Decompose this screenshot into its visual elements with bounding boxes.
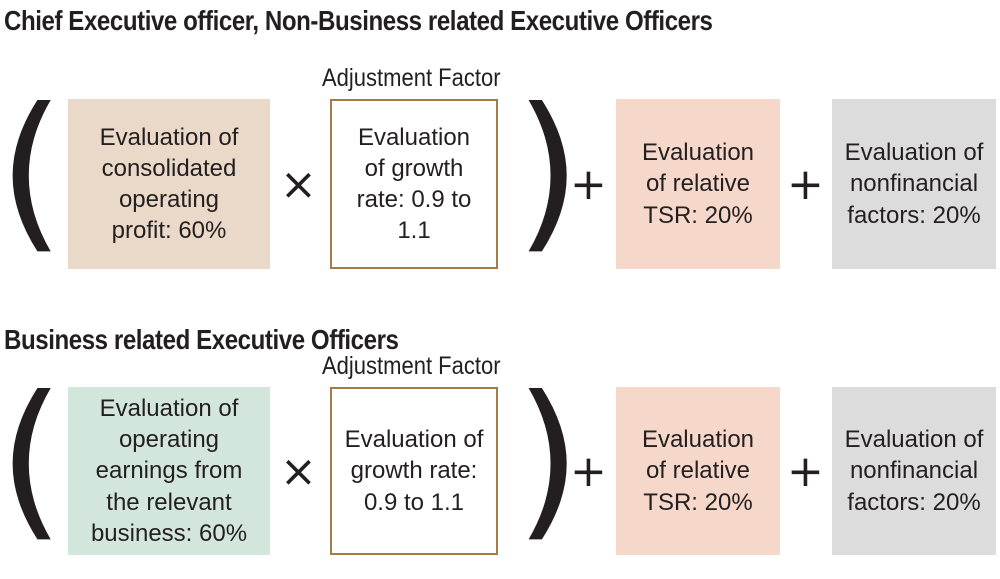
- nonfinancial-factors-text: Evaluation of nonfinancial factors: 20%: [844, 426, 984, 516]
- plus-sign: +: [570, 159, 607, 210]
- growth-rate-adjustment-text: Evaluation of growth rate: 0.9 to 1.1: [344, 426, 484, 516]
- relative-tsr-text: Evaluation of relative TSR: 20%: [641, 426, 755, 516]
- growth-rate-adjustment-box: Evaluation of growth rate: 0.9 to 1.1: [330, 387, 498, 555]
- business-operating-earnings-text: Evaluation of operating earnings from th…: [90, 395, 248, 547]
- relative-tsr-box: Evaluation of relative TSR: 20%: [616, 387, 780, 555]
- section-title-business: Business related Executive Officers: [4, 324, 399, 355]
- consolidated-operating-profit-text: Evaluation of consolidated operating pro…: [99, 123, 239, 245]
- nonfinancial-factors-box: Evaluation of nonfinancial factors: 20%: [832, 387, 996, 555]
- relative-tsr-box: Evaluation of relative TSR: 20%: [616, 99, 780, 269]
- growth-rate-adjustment-box: Evaluation of growth rate: 0.9 to 1.1: [330, 99, 498, 269]
- consolidated-operating-profit-box: Evaluation of consolidated operating pro…: [68, 99, 270, 269]
- plus-sign: +: [787, 159, 824, 210]
- close-parenthesis: ): [515, 72, 582, 270]
- adjustment-factor-label: Adjustment Factor: [322, 352, 501, 380]
- plus-sign: +: [570, 446, 607, 497]
- relative-tsr-text: Evaluation of relative TSR: 20%: [641, 139, 755, 229]
- nonfinancial-factors-box: Evaluation of nonfinancial factors: 20%: [832, 99, 996, 269]
- plus-sign: +: [787, 446, 824, 497]
- growth-rate-adjustment-text: Evaluation of growth rate: 0.9 to 1.1: [356, 123, 472, 245]
- close-parenthesis: ): [515, 360, 582, 558]
- section-title-ceo: Chief Executive officer, Non-Business re…: [4, 5, 713, 36]
- multiply-sign: ×: [280, 446, 317, 497]
- multiply-sign: ×: [280, 159, 317, 210]
- open-parenthesis: (: [0, 360, 65, 558]
- nonfinancial-factors-text: Evaluation of nonfinancial factors: 20%: [844, 139, 984, 229]
- business-operating-earnings-box: Evaluation of operating earnings from th…: [68, 387, 270, 555]
- open-parenthesis: (: [0, 72, 65, 270]
- adjustment-factor-label: Adjustment Factor: [322, 64, 501, 92]
